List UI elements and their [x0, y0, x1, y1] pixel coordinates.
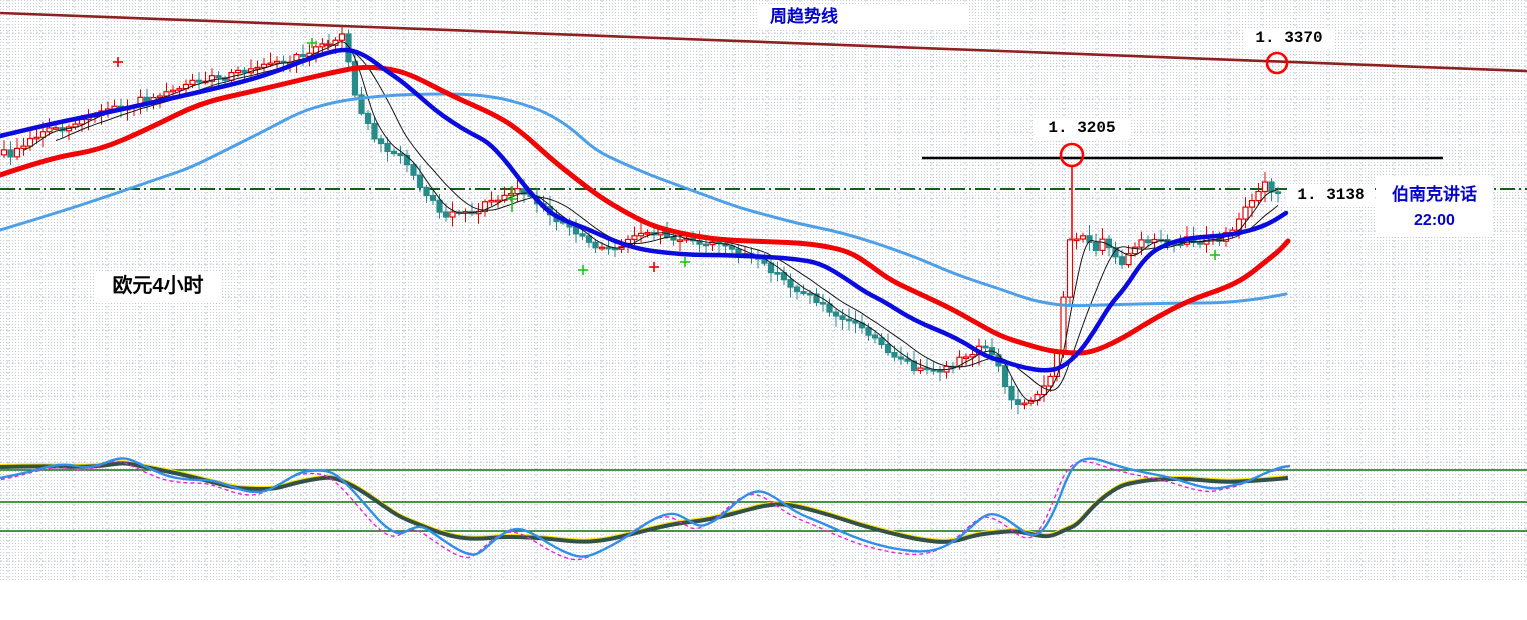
highlight-circle[interactable] [1265, 51, 1289, 75]
ma-blue [0, 47, 1289, 373]
weekly-trendline[interactable] [0, 11, 1527, 73]
symbol-timeframe-label[interactable]: 欧元4小时 [94, 271, 222, 302]
event-time: 22:00 [1414, 212, 1455, 229]
ma-lightblue [0, 92, 1288, 308]
price-label-1-3370[interactable]: 1. 3370 [1243, 28, 1335, 49]
ma-red [0, 64, 1291, 356]
grid-lines [0, 0, 1527, 582]
oscillator-blue-line [0, 457, 1291, 558]
oscillator-panel [0, 457, 1527, 561]
highlight-circle[interactable] [1059, 142, 1085, 168]
oscillator-magenta-line [0, 460, 1285, 561]
dotted-background [0, 0, 1527, 582]
weekly-trendline-label[interactable]: 周趋势线 [758, 5, 968, 28]
price-label-1-3205[interactable]: 1. 3205 [1033, 118, 1131, 139]
event-title: 伯南克讲话 [1392, 185, 1477, 204]
price-label-1-3138[interactable]: 1. 3138 [1287, 184, 1375, 206]
event-annotation[interactable]: 伯南克讲话 22:00 [1376, 177, 1493, 236]
oscillator-dark-line [0, 461, 1289, 544]
thin-black-ma-line [23, 41, 1279, 402]
